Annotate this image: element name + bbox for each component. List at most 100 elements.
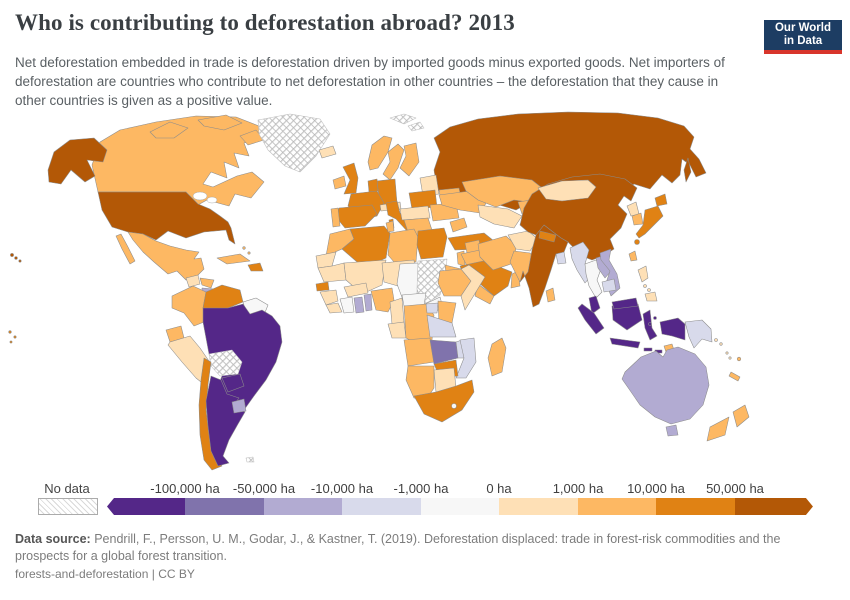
country-bahamas-1[interactable] — [242, 246, 246, 250]
country-japan-kyushu[interactable] — [634, 239, 640, 245]
country-ireland[interactable] — [332, 175, 347, 190]
legend-segment[interactable] — [342, 498, 421, 515]
country-tanzania[interactable] — [426, 314, 457, 338]
country-indonesia-maluku-2[interactable] — [653, 316, 657, 320]
country-portugal[interactable] — [330, 207, 341, 228]
legend-segment[interactable] — [420, 498, 500, 515]
country-greenland[interactable] — [257, 113, 331, 173]
country-sri-lanka[interactable] — [545, 287, 556, 303]
country-czechia-slovakia-hungary[interactable] — [399, 205, 431, 221]
country-hawaii-3[interactable] — [18, 259, 22, 263]
legend-segment[interactable] — [185, 498, 264, 515]
country-argentina[interactable] — [205, 375, 246, 467]
country-hawaii-2[interactable] — [14, 256, 18, 260]
country-turkmenistan-uzbekistan[interactable] — [477, 204, 523, 229]
country-hawaii-1[interactable] — [10, 253, 14, 257]
country-uruguay[interactable] — [231, 398, 247, 414]
country-philippines-visayas-2[interactable] — [647, 288, 651, 292]
country-burkina-faso[interactable] — [343, 282, 369, 298]
legend-segment[interactable] — [263, 498, 343, 515]
country-french-polynesia-2[interactable] — [13, 335, 17, 339]
country-malaysia-peninsula[interactable] — [588, 295, 601, 315]
country-senegal[interactable] — [315, 281, 330, 292]
country-canada[interactable] — [91, 115, 265, 207]
country-chile[interactable] — [198, 357, 223, 471]
country-somalia[interactable] — [460, 264, 486, 311]
country-sweden[interactable] — [382, 143, 405, 181]
country-japan-hokkaido[interactable] — [654, 193, 668, 207]
legend-segment[interactable] — [656, 498, 735, 515]
country-indonesia-west-papua[interactable] — [659, 317, 686, 341]
country-lesotho[interactable] — [451, 403, 457, 409]
country-caucasus[interactable] — [449, 217, 468, 233]
legend-segment[interactable] — [577, 498, 657, 515]
country-new-caledonia[interactable] — [728, 371, 741, 382]
country-tunisia[interactable] — [385, 220, 395, 233]
country-cuba[interactable] — [216, 253, 251, 265]
country-russia-sakhalin[interactable] — [683, 157, 692, 183]
legend-segment[interactable] — [735, 498, 813, 515]
country-uganda[interactable] — [425, 302, 439, 314]
license-note[interactable]: forests-and-deforestation | CC BY — [15, 567, 195, 581]
country-philippines-luzon[interactable] — [637, 265, 649, 283]
country-bangladesh[interactable] — [555, 251, 567, 265]
country-finland[interactable] — [399, 142, 420, 177]
country-benelux[interactable] — [367, 178, 379, 193]
country-canada-arctic-1[interactable] — [149, 121, 189, 139]
country-taiwan[interactable] — [628, 250, 638, 262]
country-spain[interactable] — [334, 204, 378, 229]
country-guatemala[interactable] — [185, 274, 201, 288]
country-svalbard-1[interactable] — [389, 113, 417, 125]
country-cambodia[interactable] — [601, 278, 617, 293]
country-iceland[interactable] — [318, 145, 337, 159]
country-mexico[interactable] — [127, 231, 205, 281]
country-egypt[interactable] — [416, 227, 448, 260]
country-norway[interactable] — [367, 135, 393, 171]
country-indonesia-maluku-1[interactable] — [648, 322, 652, 326]
country-alaska[interactable] — [47, 137, 108, 185]
country-nepal[interactable] — [538, 230, 557, 243]
country-french-polynesia-1[interactable] — [8, 330, 12, 334]
legend-segment[interactable] — [499, 498, 578, 515]
country-paraguay[interactable] — [221, 373, 245, 393]
country-united-kingdom[interactable] — [342, 162, 359, 195]
country-hispaniola[interactable] — [247, 262, 264, 272]
country-ivory-coast[interactable] — [339, 296, 355, 314]
country-indonesia-java[interactable] — [609, 337, 641, 349]
country-mozambique[interactable] — [455, 337, 477, 379]
country-new-zealand-south[interactable] — [706, 416, 730, 442]
country-south-africa[interactable] — [413, 379, 475, 423]
country-solomon-islands-2[interactable] — [719, 342, 723, 346]
country-vanuatu-2[interactable] — [728, 356, 732, 360]
country-bolivia[interactable] — [208, 349, 243, 377]
country-bahamas-2[interactable] — [247, 251, 251, 255]
country-indonesia-sumatra[interactable] — [577, 303, 605, 335]
country-mongolia[interactable] — [537, 179, 597, 202]
country-togo-benin[interactable] — [363, 293, 373, 312]
country-japan-honshu[interactable] — [635, 205, 664, 239]
country-cameroon[interactable] — [389, 297, 405, 325]
legend-no-data-swatch[interactable] — [38, 498, 98, 515]
country-guinea[interactable] — [319, 289, 339, 306]
country-tasmania[interactable] — [665, 424, 679, 437]
country-honduras[interactable] — [199, 277, 215, 289]
legend-segment[interactable] — [107, 498, 186, 515]
country-vanuatu-1[interactable] — [725, 351, 729, 355]
country-solomon-islands-1[interactable] — [714, 338, 718, 342]
country-fiji[interactable] — [736, 356, 742, 362]
country-angola[interactable] — [403, 337, 435, 367]
country-svalbard-2[interactable] — [407, 121, 425, 132]
country-philippines-mindanao[interactable] — [644, 291, 658, 302]
country-libya[interactable] — [387, 228, 419, 263]
country-central-african-republic[interactable] — [401, 292, 427, 307]
country-sierra-leone-liberia[interactable] — [325, 302, 343, 314]
country-falkland-islands[interactable] — [245, 456, 255, 463]
country-north-korea[interactable] — [626, 201, 640, 217]
country-malaysia-north-borneo[interactable] — [611, 297, 639, 310]
country-papua-new-guinea[interactable] — [684, 319, 713, 349]
country-canada-arctic-2[interactable] — [197, 114, 243, 131]
country-australia[interactable] — [621, 346, 710, 425]
country-new-zealand-north[interactable] — [732, 404, 750, 428]
country-mexico-baja[interactable] — [115, 233, 136, 265]
country-ghana[interactable] — [353, 296, 365, 314]
